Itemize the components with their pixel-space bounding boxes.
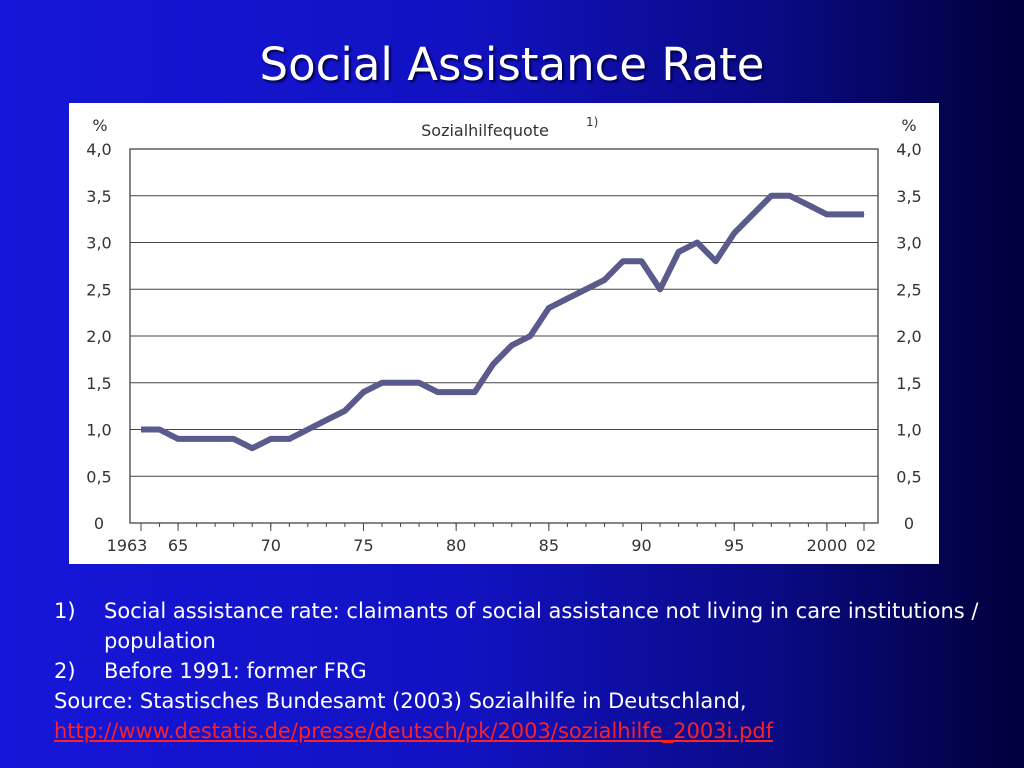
data-point [603,279,605,281]
data-point [251,447,253,449]
y-tick-label-left: 3,5 [86,187,111,206]
y-tick-label-right: 1,5 [896,374,921,393]
data-point [789,195,791,197]
data-point [455,391,457,393]
data-point [826,213,828,215]
footnote-number: 2) [54,659,76,683]
x-tick-label: 65 [168,536,188,555]
data-point [752,213,754,215]
data-point [140,429,142,430]
data-point [863,213,865,215]
y-tick-label-left: 3,0 [86,234,111,253]
footnote-number: 1) [54,599,76,623]
x-tick-label: 80 [446,536,466,555]
chart-title: Sozialhilfequote [421,121,549,140]
y-tick-label-left: 1,5 [86,374,111,393]
y-tick-label-left: 0 [94,514,104,533]
data-point [400,382,402,384]
data-point [696,242,698,243]
data-point [659,288,661,290]
data-point [288,438,290,440]
y-tick-label-right: 2,0 [896,327,921,346]
data-point [325,419,327,421]
data-point [770,195,772,197]
data-point [159,429,161,430]
line-chart: Sozialhilfequote 1) % % 0 0 0,5 0,5 1,0 1,0 1,… [86,115,921,555]
footnote-1: 1) Social assistance rate: claimants of … [54,596,984,656]
data-point [492,363,494,365]
data-point [418,382,420,384]
x-tick-label: 2000 [807,536,848,555]
y-tick-label-left: 4,0 [86,140,111,159]
x-tick-label: 85 [539,536,559,555]
data-point [511,344,513,346]
data-point [715,260,717,262]
data-point [362,391,364,393]
data-point [381,382,383,384]
y-tick-label-right: 3,5 [896,187,921,206]
x-tick-label: 1963 [107,536,148,555]
data-point [733,232,735,234]
source-line: Source: Stastisches Bundesamt (2003) Soz… [54,689,747,713]
series-line [141,192,864,452]
x-tick-label: 95 [724,536,744,555]
grid-layer [129,148,879,531]
y-tick-label-right: 3,0 [896,234,921,253]
data-point [566,298,568,300]
y-tick-label-left: 1,0 [86,421,111,440]
data-point [270,438,272,440]
data-point [344,410,346,412]
y-tick-label-left: 2,5 [86,280,111,299]
x-tick-label: 75 [353,536,373,555]
footnote-text: Before 1991: former FRG [104,659,367,683]
y-axis-unit-left: % [92,116,107,135]
data-point [844,213,846,215]
y-tick-label-right: 4,0 [896,140,921,159]
data-point [807,204,809,206]
slide-title: Social Assistance Rate [259,38,765,91]
footnote-2: 2) Before 1991: former FRG [54,656,984,686]
data-point [177,438,179,440]
data-point [307,429,309,430]
data-point [196,438,198,440]
data-point [233,438,235,440]
data-point [474,391,476,393]
label-layer: Sozialhilfequote 1) % % 0 0 0,5 0,5 1,0 1,0 1,… [86,115,921,555]
data-point [622,260,624,262]
y-axis-unit-right: % [901,116,916,135]
y-tick-label-right: 0,5 [896,467,921,486]
footnote-text: Social assistance rate: claimants of soc… [104,599,979,653]
data-point [214,438,216,440]
x-tick-label: 70 [261,536,281,555]
x-tick-label: 02 [856,536,876,555]
footnotes: 1) Social assistance rate: claimants of … [54,596,984,746]
data-point [529,335,531,337]
y-tick-label-right: 1,0 [896,421,921,440]
chart-title-superscript: 1) [586,115,598,129]
source-link[interactable]: http://www.destatis.de/presse/deutsch/pk… [54,719,774,743]
chart-panel: Sozialhilfequote 1) % % 0 0 0,5 0,5 1,0 1,0 1,… [69,103,939,564]
y-tick-label-left: 2,0 [86,327,111,346]
data-point [641,260,643,262]
data-point [437,391,439,393]
series-layer [140,192,865,452]
data-point [548,307,550,309]
data-point [585,288,587,290]
data-point [678,251,680,253]
y-tick-label-left: 0,5 [86,467,111,486]
x-tick-label: 90 [631,536,651,555]
y-tick-label-right: 2,5 [896,280,921,299]
y-tick-label-right: 0 [904,514,914,533]
